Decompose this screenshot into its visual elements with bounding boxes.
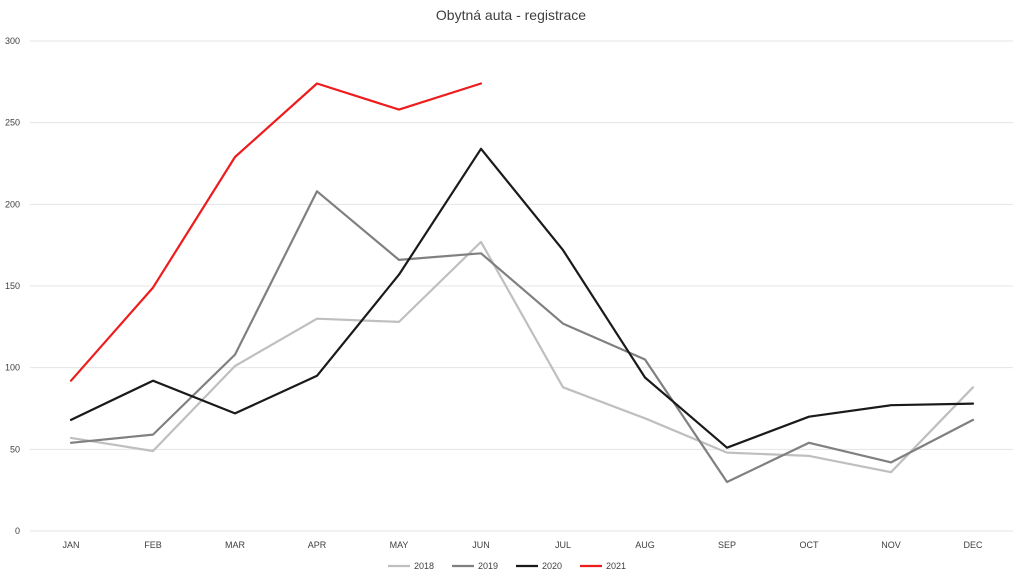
x-tick-label: JAN <box>62 540 79 550</box>
y-tick-label: 250 <box>5 118 20 128</box>
y-tick-label: 200 <box>5 199 20 209</box>
chart-title: Obytná auta - registrace <box>436 7 586 23</box>
x-axis: JAN FEB MAR APR MAY JUN JUL AUG SEP OCT NOV DEC <box>62 540 983 550</box>
x-tick-label: JUL <box>555 540 571 550</box>
series-line-2021 <box>69 82 483 382</box>
y-tick-label: 0 <box>15 526 20 536</box>
x-tick-label: JUN <box>472 540 490 550</box>
legend-item-2021: 2021 <box>580 561 626 571</box>
legend-label: 2019 <box>478 561 498 571</box>
legend-label: 2020 <box>542 561 562 571</box>
y-tick-label: 300 <box>5 36 20 46</box>
series-lines <box>69 82 975 484</box>
x-tick-label: FEB <box>144 540 162 550</box>
series-line-2018 <box>69 240 975 474</box>
gridlines <box>30 40 1013 532</box>
legend-item-2018: 2018 <box>388 561 434 571</box>
series-line-2020 <box>69 147 975 449</box>
legend-item-2019: 2019 <box>452 561 498 571</box>
x-tick-label: MAY <box>390 540 409 550</box>
x-tick-label: AUG <box>635 540 655 550</box>
y-tick-label: 100 <box>5 363 20 373</box>
y-tick-label: 150 <box>5 281 20 291</box>
x-tick-label: DEC <box>963 540 983 550</box>
x-tick-label: NOV <box>881 540 901 550</box>
x-tick-label: APR <box>308 540 327 550</box>
y-tick-label: 50 <box>10 444 20 454</box>
y-axis: 0 50 100 150 200 250 300 <box>5 36 20 536</box>
legend-item-2020: 2020 <box>516 561 562 571</box>
x-tick-label: OCT <box>800 540 820 550</box>
legend-label: 2021 <box>606 561 626 571</box>
series-line-2019 <box>69 190 975 484</box>
x-tick-label: SEP <box>718 540 736 550</box>
legend-label: 2018 <box>414 561 434 571</box>
x-tick-label: MAR <box>225 540 246 550</box>
legend: 2018 2019 2020 2021 <box>388 561 626 571</box>
